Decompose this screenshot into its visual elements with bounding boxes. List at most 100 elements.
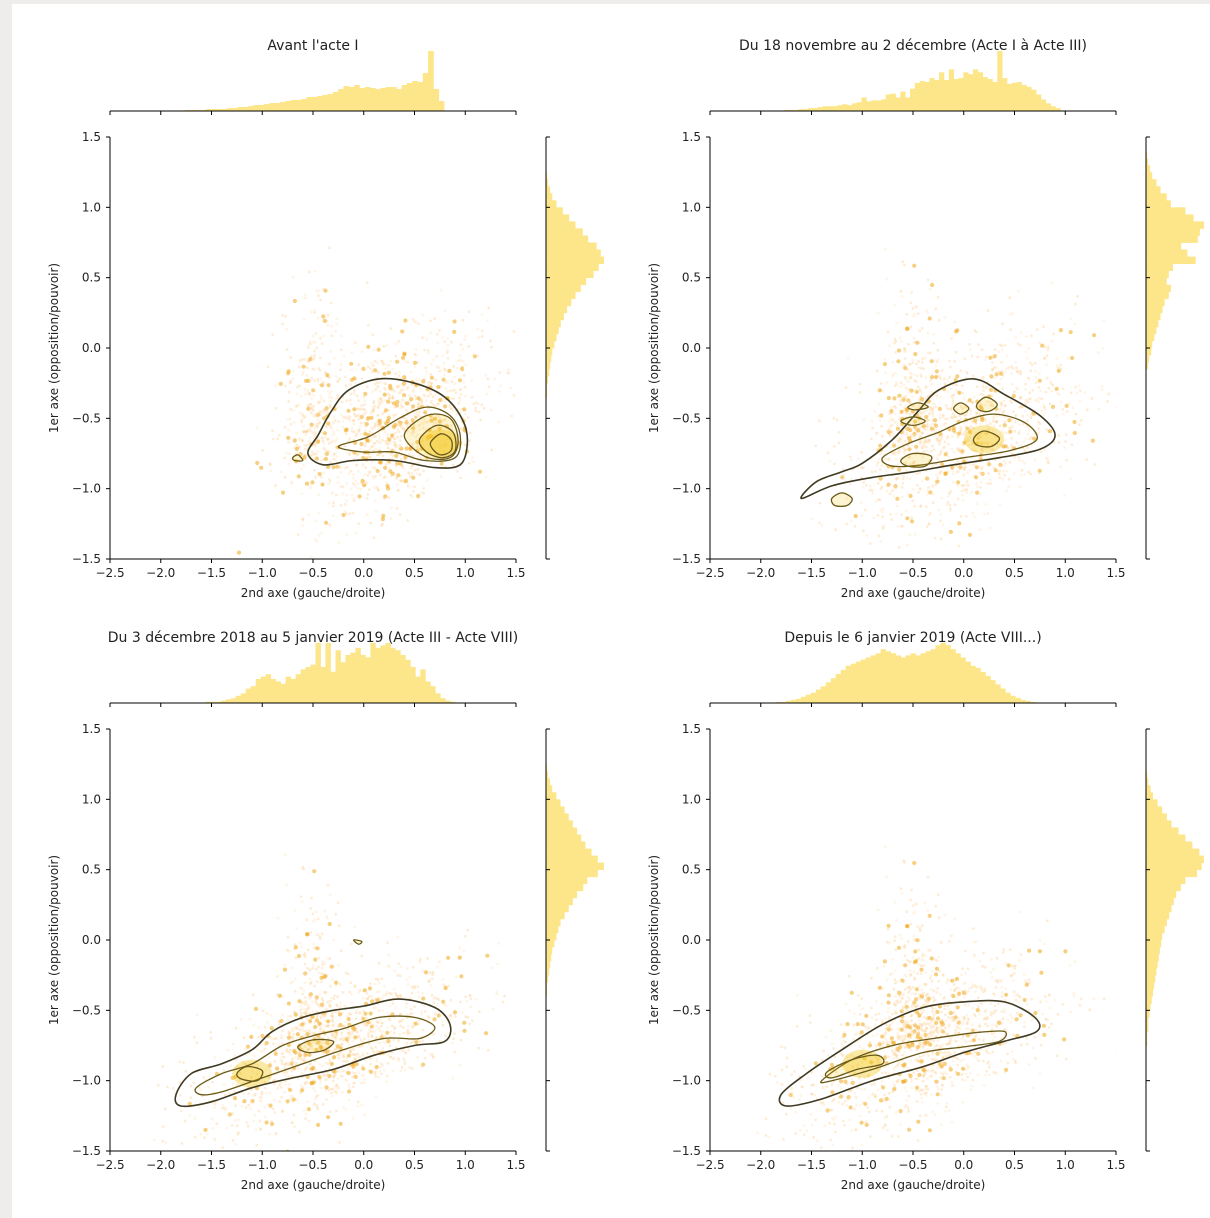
marginal-bar-top: [895, 655, 901, 703]
scatter-point: [428, 380, 432, 384]
marginal-bar-top: [935, 645, 941, 703]
scatter-point: [474, 409, 478, 413]
scatter-point: [233, 1119, 237, 1123]
scatter-point: [341, 1039, 345, 1042]
scatter-point: [405, 422, 409, 426]
scatter-point: [943, 1007, 947, 1011]
scatter-point: [1065, 458, 1069, 462]
scatter-point: [375, 990, 379, 994]
scatter-point: [332, 415, 336, 419]
scatter-point: [288, 1052, 292, 1056]
scatter-point: [336, 901, 340, 905]
scatter-point: [868, 542, 872, 545]
scatter-point: [304, 1112, 308, 1116]
scatter-point: [384, 430, 387, 434]
scatter-point: [259, 1099, 262, 1103]
scatter-point: [947, 1050, 950, 1054]
scatter-point: [476, 327, 480, 331]
scatter-point: [458, 388, 462, 391]
scatter-point: [294, 1061, 298, 1065]
scatter-point: [911, 433, 914, 437]
scatter-point: [999, 404, 1003, 408]
scatter-point: [464, 1015, 468, 1019]
scatter-point: [417, 402, 421, 406]
scatter-point: [927, 438, 931, 442]
scatter-point: [903, 861, 906, 864]
scatter-point: [448, 1014, 452, 1018]
scatter-point: [333, 1047, 336, 1051]
scatter-point: [915, 1004, 918, 1008]
scatter-point: [951, 399, 955, 403]
scatter-point: [426, 1014, 430, 1018]
scatter-point: [908, 363, 912, 366]
scatter-point: [319, 1002, 325, 1007]
scatter-point: [923, 901, 926, 905]
scatter-point: [777, 566, 780, 569]
scatter-point: [326, 375, 330, 378]
scatter-point: [346, 972, 350, 976]
scatter-point: [288, 381, 292, 385]
scatter-point: [387, 953, 391, 957]
scatter-point: [391, 413, 395, 417]
scatter-point: [425, 337, 429, 341]
scatter-point: [1007, 366, 1010, 370]
scatter-point: [894, 450, 898, 454]
scatter-point: [273, 1060, 277, 1064]
scatter-point: [285, 1048, 289, 1052]
scatter-point: [487, 385, 491, 389]
scatter-point: [339, 1043, 343, 1047]
scatter-point: [980, 471, 985, 476]
scatter-point: [321, 1102, 325, 1106]
scatter-point: [401, 1026, 405, 1029]
scatter-point: [836, 598, 839, 601]
scatter-point: [312, 393, 316, 397]
scatter-point: [305, 374, 309, 377]
scatter-point: [891, 418, 895, 422]
scatter-point: [402, 393, 407, 398]
y-tick-label: −1.0: [72, 1074, 101, 1088]
scatter-point: [945, 417, 949, 421]
scatter-point: [254, 1062, 258, 1066]
scatter-point: [315, 346, 319, 350]
scatter-point: [377, 990, 381, 993]
scatter-point: [882, 507, 885, 511]
scatter-point: [377, 453, 380, 457]
scatter-point: [369, 415, 374, 420]
scatter-point: [256, 1048, 260, 1052]
scatter-point: [347, 1067, 350, 1070]
scatter-point: [466, 1015, 470, 1019]
scatter-point: [291, 377, 295, 380]
scatter-point: [913, 419, 918, 424]
scatter-point: [381, 1030, 385, 1033]
scatter-point: [347, 1085, 351, 1089]
scatter-point: [1046, 459, 1050, 463]
scatter-point: [419, 398, 423, 402]
scatter-point: [353, 1072, 356, 1075]
scatter-point: [441, 418, 445, 422]
scatter-point: [300, 945, 303, 949]
scatter-point: [301, 865, 304, 869]
scatter-point: [419, 440, 423, 444]
scatter-point: [393, 1026, 397, 1030]
scatter-point: [341, 1025, 345, 1028]
marginal-bar-right: [546, 221, 576, 229]
scatter-point: [1018, 429, 1021, 433]
marginal-bar-top: [990, 680, 996, 703]
marginal-bar-top: [800, 696, 807, 703]
y-tick-label: −0.5: [672, 411, 701, 425]
scatter-point: [426, 479, 429, 482]
scatter-point: [1027, 1063, 1031, 1066]
scatter-point: [1047, 386, 1051, 390]
scatter-point: [945, 406, 949, 410]
scatter-point: [336, 393, 339, 397]
scatter-point: [263, 1105, 267, 1109]
scatter-point: [253, 1006, 259, 1011]
scatter-point: [364, 1024, 368, 1027]
scatter-point: [326, 421, 331, 426]
scatter-point: [237, 1131, 240, 1135]
scatter-point: [268, 1076, 271, 1079]
scatter-point: [355, 464, 358, 467]
scatter-point: [947, 495, 950, 498]
scatter-point: [895, 504, 899, 508]
scatter-point: [341, 991, 345, 994]
